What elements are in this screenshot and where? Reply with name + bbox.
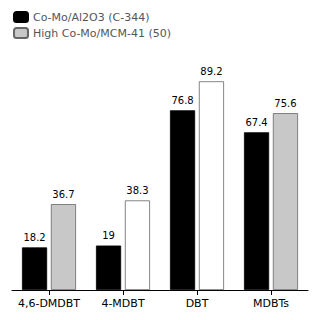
svg-text:MDBTs: MDBTs <box>253 297 289 310</box>
svg-text:18.2: 18.2 <box>23 232 45 243</box>
svg-text:76.8: 76.8 <box>171 95 193 106</box>
svg-text:19: 19 <box>102 230 115 241</box>
svg-text:38.3: 38.3 <box>126 185 148 196</box>
svg-text:4-MDBT: 4-MDBT <box>101 297 144 310</box>
svg-text:36.7: 36.7 <box>52 189 74 200</box>
svg-text:67.4: 67.4 <box>245 117 267 128</box>
svg-text:Co-Mo/Al2O3 (C-344): Co-Mo/Al2O3 (C-344) <box>33 11 149 24</box>
svg-text:High Co-Mo/MCM-41 (50): High Co-Mo/MCM-41 (50) <box>33 27 171 40</box>
svg-text:4,6-DMDBT: 4,6-DMDBT <box>18 297 80 310</box>
svg-text:75.6: 75.6 <box>274 98 296 109</box>
svg-text:89.2: 89.2 <box>200 66 222 77</box>
svg-text:DBT: DBT <box>186 297 209 310</box>
